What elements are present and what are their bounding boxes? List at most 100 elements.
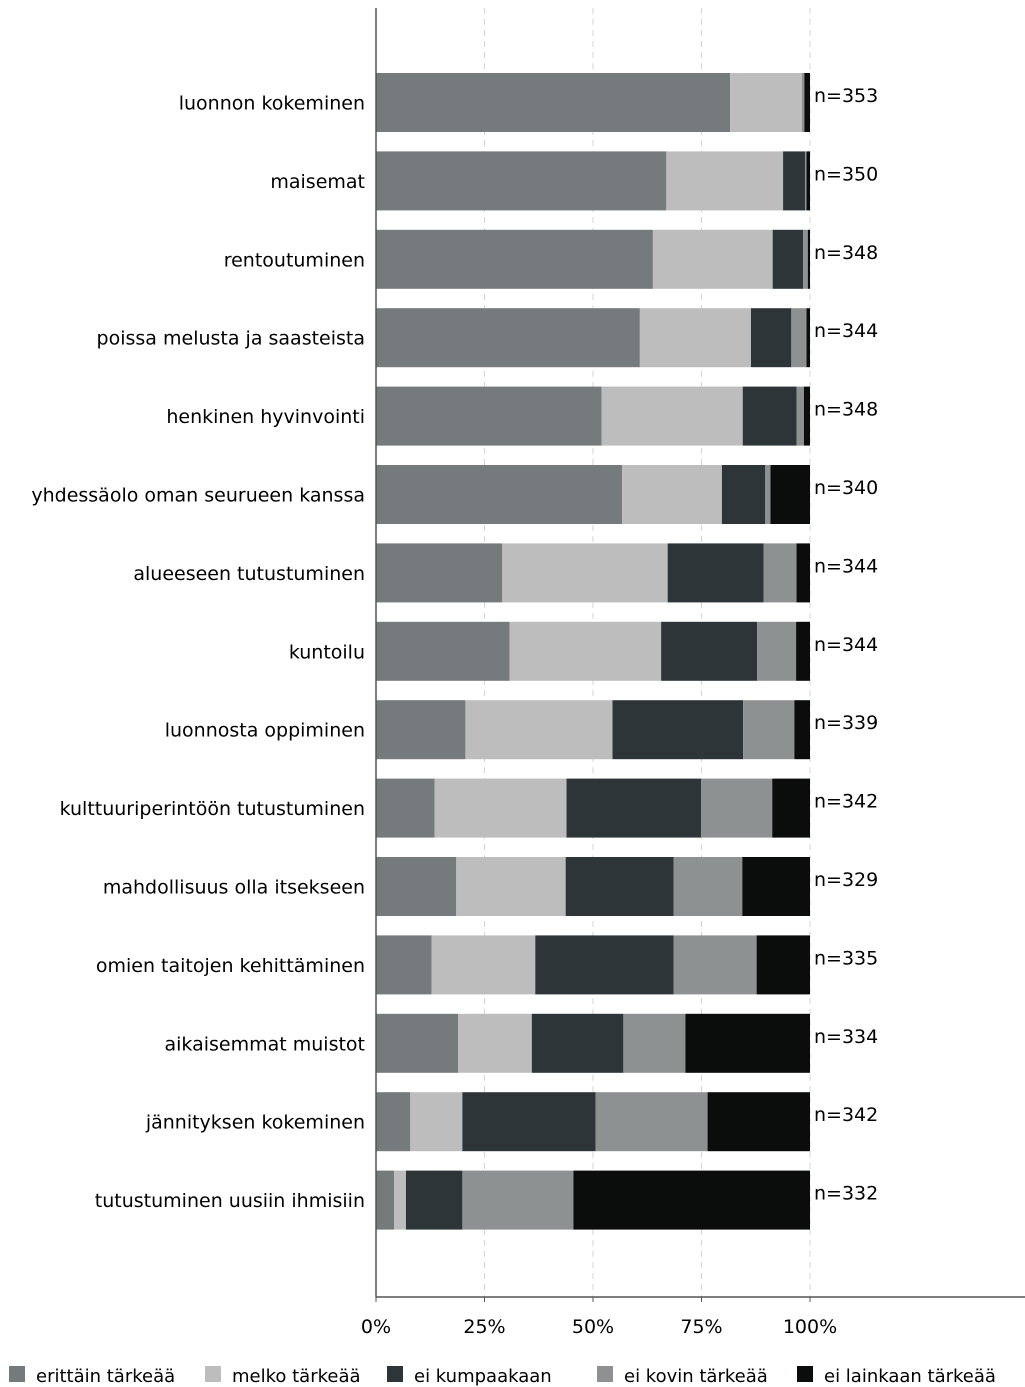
bar-segment <box>376 857 457 916</box>
legend: erittäin tärkeää melko tärkeää ei kumpaaka… <box>9 1366 996 1387</box>
n-label: n=353 <box>814 85 878 107</box>
bar-segment <box>685 1013 810 1073</box>
bar-segment <box>673 935 757 995</box>
bar-segment <box>772 229 804 289</box>
legend-label: ei lainkaan tärkeää <box>824 1366 996 1387</box>
category-label: kuntoilu <box>289 641 365 663</box>
n-label: n=342 <box>814 791 878 813</box>
bar-segment <box>376 1170 395 1230</box>
bar-segment <box>376 229 653 289</box>
legend-label: erittäin tärkeää <box>36 1366 175 1387</box>
legend-swatch <box>9 1366 25 1382</box>
category-label: tutustuminen uusiin ihmisiin <box>95 1190 365 1212</box>
legend-swatch <box>205 1366 221 1382</box>
bar-segment <box>721 465 766 524</box>
bar-segment <box>806 151 810 211</box>
category-label: luonnon kokeminen <box>179 93 365 115</box>
category-label: aikaisemmat muistot <box>164 1033 365 1055</box>
legend-label: ei kumpaakaan <box>414 1366 552 1387</box>
bar-segment <box>796 543 810 603</box>
x-tick-labels: 0% 25% 50% 75% 100% <box>361 1316 837 1338</box>
n-label: n=339 <box>814 712 878 734</box>
x-tick-label: 75% <box>680 1316 722 1338</box>
bar-segment <box>796 621 810 681</box>
bar-segment <box>431 935 536 995</box>
bar-segment <box>794 700 810 760</box>
bar-segment <box>566 778 702 838</box>
bar-segment <box>509 621 662 681</box>
category-label: henkinen hyvinvointi <box>166 406 365 428</box>
bar-segment <box>807 229 810 289</box>
bar-segment <box>462 1092 596 1152</box>
bar-segment <box>639 308 751 368</box>
bar-segment <box>756 935 810 995</box>
n-label: n=340 <box>814 477 878 499</box>
legend-label: melko tärkeää <box>232 1366 361 1387</box>
bar-segment <box>376 621 510 681</box>
bar-segment <box>376 465 623 524</box>
grid-lines <box>484 8 811 1297</box>
bar-segment <box>434 778 567 838</box>
legend-swatch <box>597 1366 613 1382</box>
n-label: n=334 <box>814 1026 878 1048</box>
bar-segment <box>376 73 731 132</box>
bar-segment <box>757 621 797 681</box>
n-label: n=344 <box>814 555 878 577</box>
bar-segment <box>804 73 810 132</box>
category-label: omien taitojen kehittäminen <box>96 955 365 977</box>
bar-segment <box>661 621 758 681</box>
category-label: kulttuuriperintöön tutustuminen <box>60 798 365 820</box>
bar-segment <box>805 151 807 211</box>
bar-segment <box>405 1170 463 1230</box>
n-label: n=348 <box>814 242 878 264</box>
bar-segment <box>806 308 810 368</box>
bar-segment <box>673 857 743 916</box>
bar-segment <box>462 1170 574 1230</box>
bar-segment <box>376 935 432 995</box>
bar-segment <box>376 1013 459 1073</box>
bar-segment <box>595 1092 708 1152</box>
bar-segment <box>730 73 802 132</box>
bar-segment <box>458 1013 532 1073</box>
bar-segment <box>410 1092 463 1152</box>
category-label: luonnosta oppiminen <box>165 720 365 742</box>
bar-segment <box>701 778 773 838</box>
axes <box>375 8 1025 1302</box>
x-tick-label: 0% <box>361 1316 391 1338</box>
bar-segment <box>750 308 792 368</box>
bar-segment <box>742 857 810 916</box>
n-label: n=335 <box>814 947 878 969</box>
category-label: rentoutuminen <box>224 249 365 271</box>
bar-segment <box>765 465 771 524</box>
category-label: poissa melusta ja saasteista <box>97 328 365 350</box>
bar-segment <box>601 386 743 446</box>
bar-segment <box>791 308 807 368</box>
bar-segment <box>535 935 674 995</box>
bar-segment <box>394 1170 406 1230</box>
bar-segment <box>666 151 784 211</box>
bar-segment <box>763 543 797 603</box>
bar-segment <box>772 778 810 838</box>
bar-segment <box>376 386 602 446</box>
bar-segment <box>376 543 503 603</box>
bar-segment <box>796 386 804 446</box>
bar-segment <box>502 543 668 603</box>
x-tick-label: 100% <box>783 1316 837 1338</box>
bar-segment <box>622 465 722 524</box>
x-tick-label: 50% <box>572 1316 614 1338</box>
legend-label: ei kovin tärkeää <box>624 1366 768 1387</box>
bar-segment <box>376 1092 411 1152</box>
x-tick-label: 25% <box>463 1316 505 1338</box>
bar-segment <box>652 229 773 289</box>
category-label: maisemat <box>270 171 365 193</box>
category-label: mahdollisuus olla itsekseen <box>103 877 365 899</box>
bar-segment <box>376 308 640 368</box>
bar-segment <box>801 73 805 132</box>
bar-segment <box>573 1170 810 1230</box>
bar-segment <box>743 700 795 760</box>
category-labels: luonnon kokeminen maisemat rentoutuminen po… <box>31 93 365 1213</box>
bar-segment <box>803 229 808 289</box>
bar-segment <box>707 1092 810 1152</box>
bar-segment <box>376 778 435 838</box>
